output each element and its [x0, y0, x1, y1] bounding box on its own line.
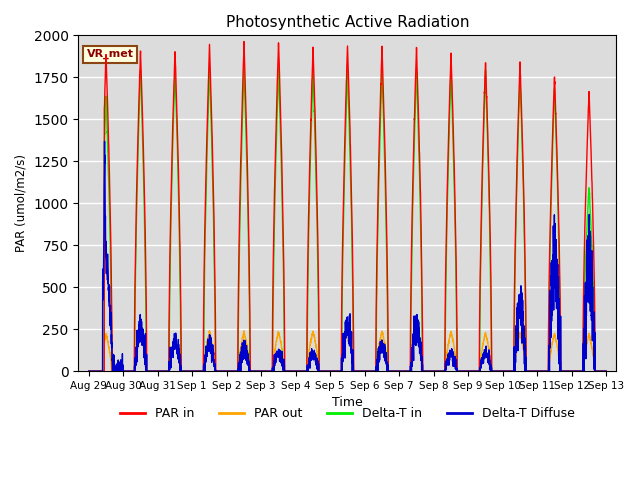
- Delta-T in: [178, 368, 186, 374]
- PAR out: [602, 368, 610, 374]
- Delta-T Diffuse: [178, 368, 186, 374]
- Delta-T Diffuse: [328, 368, 336, 374]
- Title: Photosynthetic Active Radiation: Photosynthetic Active Radiation: [226, 15, 469, 30]
- Delta-T Diffuse: [85, 368, 93, 374]
- Legend: PAR in, PAR out, Delta-T in, Delta-T Diffuse: PAR in, PAR out, Delta-T in, Delta-T Dif…: [115, 402, 580, 425]
- Delta-T in: [493, 368, 500, 374]
- Line: Delta-T Diffuse: Delta-T Diffuse: [89, 141, 606, 371]
- Delta-T in: [602, 368, 610, 374]
- PAR out: [85, 368, 93, 374]
- Delta-T in: [85, 368, 93, 374]
- Delta-T Diffuse: [435, 368, 442, 374]
- Delta-T Diffuse: [463, 368, 471, 374]
- Line: Delta-T in: Delta-T in: [89, 68, 606, 371]
- Delta-T in: [328, 368, 336, 374]
- Delta-T Diffuse: [602, 368, 609, 374]
- Delta-T in: [435, 368, 442, 374]
- PAR out: [328, 368, 335, 374]
- PAR in: [463, 368, 471, 374]
- Delta-T in: [602, 368, 609, 374]
- PAR in: [602, 368, 610, 374]
- PAR in: [435, 368, 442, 374]
- Line: PAR in: PAR in: [89, 42, 606, 371]
- PAR in: [328, 368, 336, 374]
- PAR out: [344, 327, 351, 333]
- PAR in: [240, 39, 248, 45]
- PAR out: [463, 368, 471, 374]
- PAR in: [85, 368, 93, 374]
- PAR out: [602, 368, 609, 374]
- PAR in: [493, 368, 500, 374]
- Delta-T Diffuse: [100, 138, 108, 144]
- PAR out: [435, 368, 442, 374]
- Text: VR_met: VR_met: [86, 49, 134, 60]
- Delta-T Diffuse: [602, 368, 610, 374]
- PAR in: [178, 368, 186, 374]
- Delta-T Diffuse: [493, 368, 500, 374]
- PAR out: [493, 368, 500, 374]
- X-axis label: Time: Time: [332, 396, 363, 409]
- Delta-T in: [463, 368, 471, 374]
- PAR in: [602, 368, 609, 374]
- Line: PAR out: PAR out: [89, 330, 606, 371]
- Y-axis label: PAR (umol/m2/s): PAR (umol/m2/s): [15, 154, 28, 252]
- Delta-T in: [240, 65, 248, 71]
- PAR out: [178, 368, 186, 374]
